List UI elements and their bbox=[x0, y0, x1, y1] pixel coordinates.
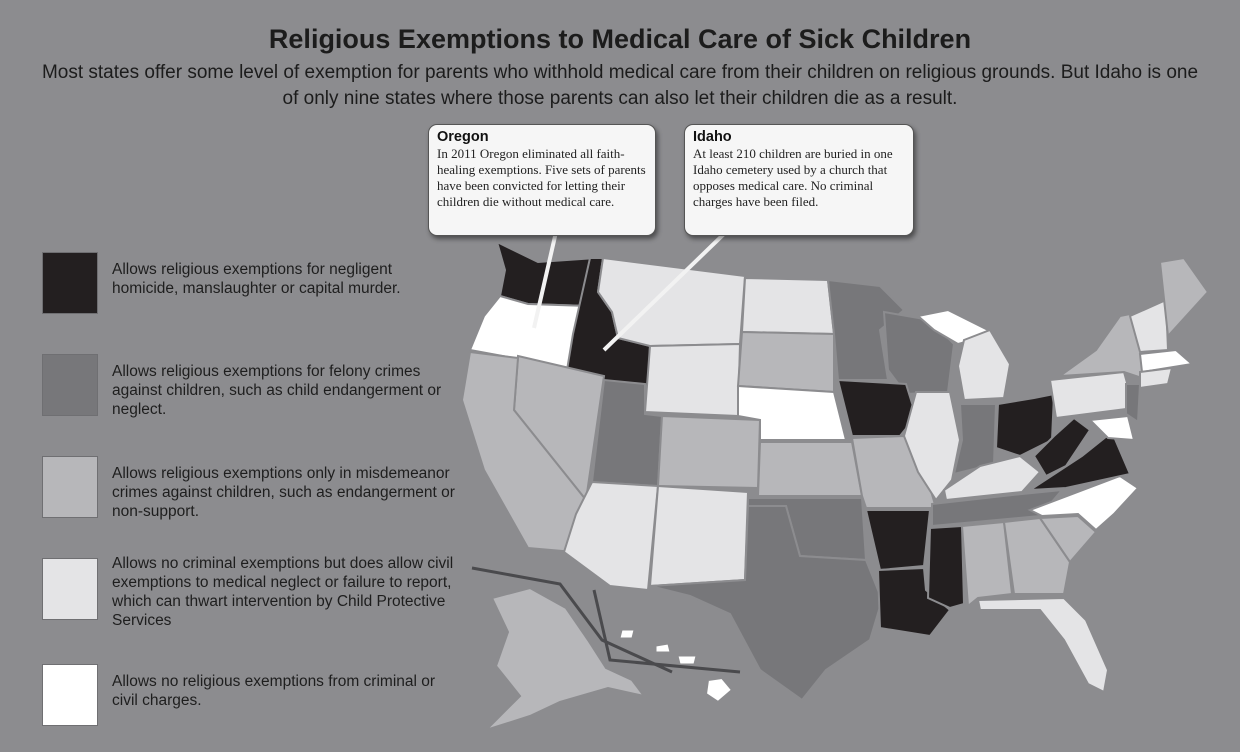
state-texas bbox=[649, 505, 884, 702]
state-iowa bbox=[836, 378, 918, 437]
legend-label: Allows no criminal exemptions but does a… bbox=[112, 555, 454, 629]
legend-label: Allows religious exemptions for negligen… bbox=[112, 261, 401, 297]
state-kansas bbox=[756, 441, 864, 497]
inset-divider bbox=[471, 566, 673, 674]
state-florida bbox=[976, 596, 1110, 694]
state-north-carolina bbox=[1027, 474, 1140, 532]
state-kentucky bbox=[942, 454, 1042, 502]
state-hawaii-islands bbox=[619, 629, 635, 639]
legend-label: Allows religious exemptions for felony c… bbox=[112, 363, 442, 418]
state-hawaii-islands-2 bbox=[655, 643, 671, 653]
state-maine bbox=[1158, 256, 1210, 339]
state-nebraska bbox=[737, 384, 848, 441]
state-south-carolina bbox=[1038, 514, 1098, 564]
state-hawaii bbox=[704, 676, 734, 704]
state-michigan bbox=[956, 328, 1012, 402]
legend-label: Allows religious exemptions only in misd… bbox=[112, 465, 455, 520]
state-virginia bbox=[1026, 430, 1132, 492]
legend-swatch-white bbox=[42, 664, 98, 726]
state-massachusetts bbox=[1138, 348, 1195, 374]
state-hawaii-islands-3 bbox=[677, 655, 697, 665]
legend-label: Allows no religious exemptions from crim… bbox=[112, 673, 436, 709]
idaho-callout: Idaho At least 210 children are buried i… bbox=[684, 124, 914, 236]
map-title: Religious Exemptions to Medical Care of … bbox=[268, 24, 972, 54]
idaho-callout-title: Idaho bbox=[693, 129, 732, 145]
idaho-callout-body: At least 210 children are buried in one … bbox=[693, 146, 893, 209]
state-pennsylvania bbox=[1048, 370, 1136, 420]
state-maryland-delaware bbox=[1087, 414, 1136, 442]
state-arkansas bbox=[864, 509, 932, 572]
oregon-callout: Oregon In 2011 Oregon eliminated all fai… bbox=[428, 124, 656, 236]
oregon-callout-body: In 2011 Oregon eliminated all faith-heal… bbox=[437, 146, 646, 209]
state-colorado bbox=[656, 414, 762, 490]
state-connecticut-ri bbox=[1139, 366, 1174, 390]
state-new-mexico bbox=[648, 484, 750, 588]
legend-swatch-light-gray bbox=[42, 558, 98, 620]
legend-swatch-medium-gray bbox=[42, 456, 98, 518]
state-north-dakota bbox=[740, 276, 836, 336]
legend-swatch-black bbox=[42, 252, 98, 314]
oregon-callout-title: Oregon bbox=[437, 129, 489, 145]
idaho-callout-pointer bbox=[602, 230, 728, 352]
state-wyoming bbox=[643, 342, 742, 418]
state-alabama bbox=[960, 520, 1014, 608]
state-new-jersey bbox=[1125, 383, 1142, 424]
state-alaska bbox=[485, 586, 647, 731]
state-mississippi bbox=[926, 524, 966, 610]
inset-divider-2 bbox=[592, 589, 741, 674]
state-georgia bbox=[1002, 516, 1072, 595]
map-subtitle: Most states offer some level of exemptio… bbox=[41, 62, 1199, 109]
state-west-virginia bbox=[1032, 416, 1092, 478]
state-minnesota bbox=[826, 278, 906, 381]
legend-swatch-dark-gray bbox=[42, 354, 98, 416]
state-south-dakota bbox=[736, 330, 835, 394]
oregon-callout-pointer bbox=[532, 231, 558, 329]
state-louisiana bbox=[876, 566, 952, 638]
